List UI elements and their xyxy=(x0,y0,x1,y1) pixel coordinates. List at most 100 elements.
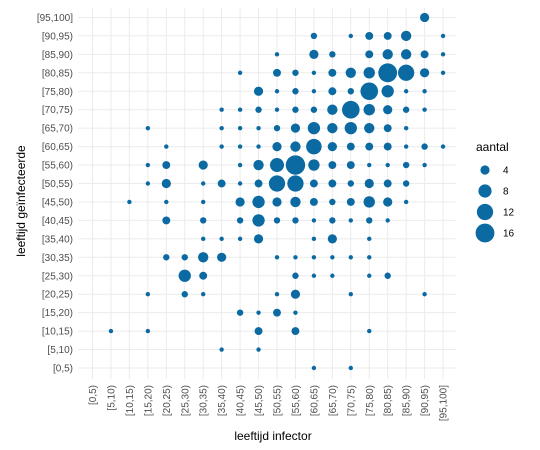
data-point xyxy=(236,309,244,316)
legend-title: aantal xyxy=(476,140,509,154)
data-point xyxy=(274,89,280,94)
data-point xyxy=(367,273,372,278)
legend-key xyxy=(478,184,492,198)
data-point xyxy=(421,143,428,150)
data-point xyxy=(219,347,224,352)
data-point xyxy=(145,328,151,334)
data-point xyxy=(181,254,188,261)
data-point xyxy=(419,12,430,23)
data-point xyxy=(311,70,317,76)
legend-label: 8 xyxy=(503,187,509,198)
data-point xyxy=(348,33,353,39)
x-tick-label: [50,55) xyxy=(273,385,284,416)
data-point xyxy=(402,106,410,113)
data-point xyxy=(364,122,375,134)
data-point xyxy=(253,159,264,171)
data-point xyxy=(345,67,356,78)
data-point xyxy=(199,271,208,280)
x-tick-label: [55,60) xyxy=(291,385,302,416)
data-point xyxy=(403,144,409,149)
legend-items: 4 8 12 16 xyxy=(475,165,515,243)
data-point xyxy=(346,161,355,170)
data-point xyxy=(310,106,318,113)
data-point xyxy=(219,236,224,242)
data-point xyxy=(201,236,206,242)
x-tick-label: [35,40) xyxy=(217,385,228,416)
data-point xyxy=(383,197,393,207)
data-point xyxy=(307,121,321,135)
data-point xyxy=(347,180,354,187)
data-point xyxy=(127,199,132,205)
data-point xyxy=(419,68,430,78)
data-point xyxy=(363,196,375,208)
data-point xyxy=(252,214,265,227)
data-point xyxy=(308,159,320,171)
data-point xyxy=(253,234,264,244)
data-point xyxy=(311,273,317,278)
legend-key xyxy=(475,223,495,243)
data-point xyxy=(292,88,299,95)
data-point xyxy=(311,236,317,242)
x-tick-label: [80,85) xyxy=(383,385,394,416)
y-tick-label: [10,15) xyxy=(42,327,73,338)
data-point xyxy=(311,255,317,260)
data-point xyxy=(200,217,207,224)
data-point xyxy=(400,30,412,42)
data-point xyxy=(236,217,244,224)
data-point xyxy=(198,160,208,170)
data-point xyxy=(327,122,338,134)
data-point xyxy=(363,67,375,79)
data-point xyxy=(347,88,354,95)
y-tick-label: [35,40) xyxy=(42,234,73,245)
data-point xyxy=(398,64,415,81)
data-point xyxy=(237,236,243,242)
x-tick-label: [70,75) xyxy=(346,385,357,416)
data-point xyxy=(310,32,318,40)
x-tick-label: [0,5) xyxy=(88,385,99,405)
data-point xyxy=(291,327,300,336)
y-tick-label: [75,80) xyxy=(42,87,73,98)
y-tick-label: [70,75) xyxy=(42,105,73,116)
data-point xyxy=(256,347,261,352)
x-tick-label: [40,45) xyxy=(236,385,247,416)
data-point xyxy=(219,144,224,149)
data-point xyxy=(273,124,281,132)
data-point xyxy=(256,310,261,315)
data-point xyxy=(306,138,322,155)
data-point xyxy=(327,141,337,152)
x-tick-label: [90,95) xyxy=(420,385,431,416)
data-point xyxy=(292,69,299,76)
data-point xyxy=(342,100,360,119)
data-point xyxy=(402,161,410,169)
data-point xyxy=(198,252,209,263)
data-point xyxy=(309,179,318,188)
data-point xyxy=(440,144,446,149)
data-point xyxy=(367,255,372,260)
data-point xyxy=(163,254,170,261)
data-point xyxy=(145,125,151,131)
data-point xyxy=(366,217,373,224)
y-tick-label: [40,45) xyxy=(42,216,73,227)
data-point xyxy=(328,179,337,188)
data-point xyxy=(273,308,281,317)
x-tick-label: [25,30) xyxy=(180,385,191,416)
data-point xyxy=(365,50,374,59)
data-point xyxy=(348,365,353,371)
data-point xyxy=(161,178,171,189)
data-point xyxy=(327,104,338,115)
x-tick-labels: [0,5) [5,10) [10,15) [15,20) [20,25) [25,30) [… xyxy=(88,385,450,421)
data-point xyxy=(327,234,337,244)
y-tick-labels: [0,5) [5,10) [10,15) [15,20) [20,25) [25,30) [… xyxy=(37,13,73,375)
data-point xyxy=(328,68,337,77)
data-point xyxy=(237,181,243,186)
data-point xyxy=(364,178,374,189)
y-tick-label: [25,30) xyxy=(42,271,73,282)
data-point xyxy=(162,161,171,170)
grid xyxy=(78,8,456,379)
data-point xyxy=(383,124,392,133)
data-point xyxy=(274,107,280,112)
data-point xyxy=(219,107,224,112)
data-point xyxy=(403,125,409,131)
data-point xyxy=(145,292,151,297)
